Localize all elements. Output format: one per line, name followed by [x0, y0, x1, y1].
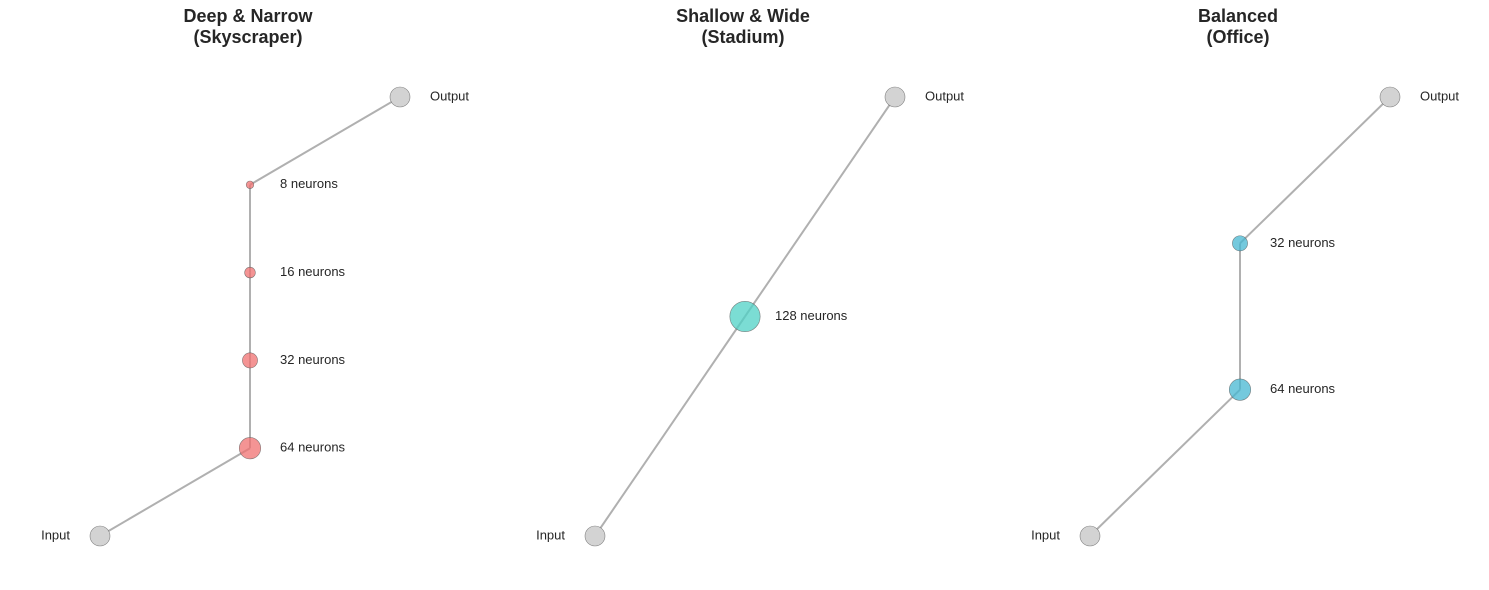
layer-label: 32 neurons	[280, 352, 346, 367]
panel-deep-narrow: Deep & Narrow (Skyscraper) Input 64 neuro…	[0, 0, 496, 590]
output-label: Output	[1420, 88, 1459, 103]
panel-title: Deep & Narrow (Skyscraper)	[183, 6, 313, 47]
panel-balanced: Balanced (Office) Input 64 neurons 32 neur…	[990, 0, 1486, 590]
layer-label: 64 neurons	[280, 440, 346, 455]
input-label: Input	[41, 527, 70, 542]
panel-title: Balanced (Office)	[1197, 6, 1279, 47]
layer-label: 32 neurons	[1270, 235, 1336, 250]
network-diagram: Input 64 neurons 32 neurons 16 neurons 8 neu…	[41, 86, 469, 547]
network-diagram: Input 64 neurons 32 neurons Output	[1031, 86, 1459, 547]
layer-label: 64 neurons	[1270, 381, 1336, 396]
layer-connection	[744, 96, 896, 318]
layer-connection	[99, 447, 251, 537]
layer-connection	[249, 96, 401, 186]
layer-connection	[1089, 388, 1241, 537]
layer-node	[1232, 235, 1248, 252]
io-node	[1379, 86, 1401, 108]
io-node	[584, 525, 606, 547]
io-node	[1079, 525, 1101, 547]
io-node	[89, 525, 111, 547]
layer-label: 8 neurons	[280, 176, 338, 191]
io-node	[884, 86, 906, 108]
input-label: Input	[1031, 527, 1060, 542]
output-label: Output	[925, 88, 964, 103]
layer-connection	[594, 315, 746, 537]
io-node	[389, 86, 411, 108]
network-diagram: Input 128 neurons Output	[536, 86, 964, 547]
panel-title: Shallow & Wide (Stadium)	[676, 6, 810, 47]
output-label: Output	[430, 88, 469, 103]
layer-label: 128 neurons	[775, 308, 848, 323]
layer-node	[245, 180, 255, 189]
input-label: Input	[536, 527, 565, 542]
layer-node	[242, 352, 258, 369]
layer-node	[1228, 378, 1252, 401]
layer-label: 16 neurons	[280, 264, 346, 279]
layer-node	[238, 437, 262, 460]
layer-node	[244, 266, 256, 279]
layer-node	[729, 301, 761, 332]
panel-shallow-wide: Shallow & Wide (Stadium) Input 128 neuron…	[495, 0, 991, 590]
layer-connection	[1239, 96, 1391, 245]
